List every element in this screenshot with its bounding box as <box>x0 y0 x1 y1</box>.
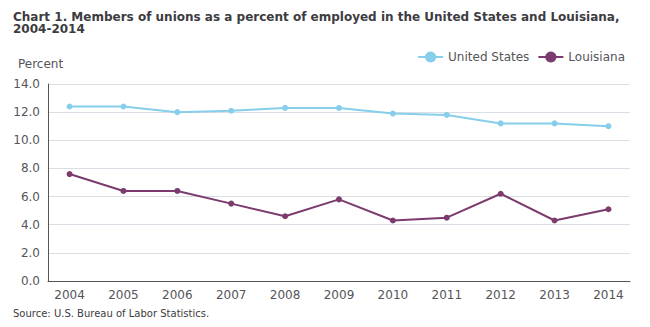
svg-text:2004-2014: 2004-2014 <box>13 22 85 36</box>
svg-text:Percent: Percent <box>18 57 63 71</box>
svg-text:6.0: 6.0 <box>21 190 40 204</box>
svg-text:2004: 2004 <box>54 288 85 302</box>
svg-text:2009: 2009 <box>324 288 355 302</box>
svg-text:2008: 2008 <box>270 288 301 302</box>
svg-text:10.0: 10.0 <box>13 133 40 147</box>
svg-text:2005: 2005 <box>108 288 139 302</box>
svg-text:2014: 2014 <box>593 288 624 302</box>
svg-text:8.0: 8.0 <box>21 161 40 175</box>
svg-text:United States: United States <box>448 50 529 64</box>
svg-text:2007: 2007 <box>216 288 247 302</box>
svg-text:4.0: 4.0 <box>21 218 40 232</box>
svg-text:2010: 2010 <box>378 288 409 302</box>
svg-text:12.0: 12.0 <box>13 105 40 119</box>
svg-text:2011: 2011 <box>432 288 463 302</box>
svg-text:2012: 2012 <box>485 288 516 302</box>
svg-text:Louisiana: Louisiana <box>568 50 625 64</box>
svg-text:2006: 2006 <box>162 288 193 302</box>
svg-text:Chart 1. Members of unions as: Chart 1. Members of unions as a percent … <box>13 10 624 24</box>
svg-text:0.0: 0.0 <box>21 274 40 288</box>
svg-text:Source: U.S. Bureau of Labor S: Source: U.S. Bureau of Labor Statistics. <box>13 308 209 319</box>
svg-text:2.0: 2.0 <box>21 246 40 260</box>
svg-text:14.0: 14.0 <box>13 77 40 91</box>
svg-text:2013: 2013 <box>539 288 570 302</box>
